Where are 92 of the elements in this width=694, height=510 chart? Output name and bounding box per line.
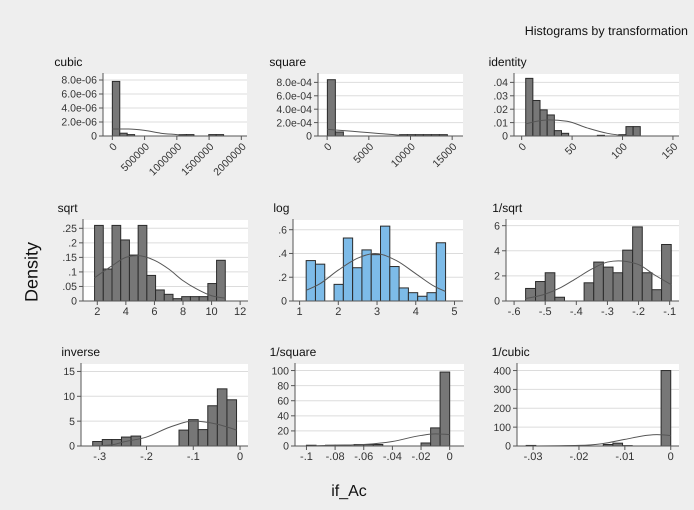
y-tick-label: 40 [277,410,290,423]
x-tick-label: 0 [668,450,674,463]
x-tick-label: 50 [562,140,580,158]
y-tick-label: 6.0e-04 [276,90,312,103]
y-tick-label: .25 [62,223,78,236]
x-tick-label: 2 [335,306,342,318]
x-tick-label: 100 [609,140,630,162]
x-tick-label: -.02 [569,450,588,463]
chart-title: 1/cubic [492,345,530,359]
y-tick-label: 4 [494,246,500,258]
x-tick-label: -.1 [300,450,313,463]
x-tick-label: 0 [107,140,120,154]
y-tick-label: .2 [278,272,288,284]
y-tick-label: 15 [63,366,76,378]
x-tick-label: -.1 [186,450,200,463]
y-tick-label: 100 [271,365,290,378]
x-tick-label: 5 [451,306,458,318]
x-tick-label: -.4 [570,306,583,318]
y-tick-label: 8.0e-06 [61,74,98,87]
y-tick-label: 2.0e-04 [276,117,312,130]
y-tick-label: .01 [493,117,508,130]
y-tick-label: 300 [493,384,512,396]
y-tick-label: 4.0e-06 [61,102,98,115]
x-tick-label: -.02 [412,450,431,463]
x-tick-label: -.01 [615,450,634,463]
y-tick-label: 60 [277,395,290,408]
x-tick-label: 1 [296,306,303,318]
y-tick-label: 2 [494,270,500,283]
x-tick-label: -.2 [632,306,645,318]
y-tick-label: .05 [62,281,78,294]
x-tick-label: 12 [234,306,246,318]
y-tick-label: 5 [69,416,76,428]
chart-title: inverse [61,345,100,359]
y-tick-label: 0 [71,296,78,308]
x-tick-label: 3 [374,306,380,318]
x-tick-label: -.04 [382,450,402,463]
y-tick-label: 6.0e-06 [61,88,98,101]
x-tick-label: -.08 [326,450,345,463]
y-tick-label: .15 [62,252,78,264]
x-tick-label: -.3 [93,450,106,463]
y-tick-label: 0 [283,440,290,453]
y-tick-label: 100 [493,422,512,434]
x-axis-title: if_Ac [331,483,367,501]
x-tick-label: -.03 [524,450,543,463]
y-tick-label: 200 [493,403,512,415]
y-tick-label: 0 [494,296,500,308]
chart-title: square [269,55,306,69]
y-tick-label: .2 [68,238,78,250]
x-tick-label: 10 [205,306,218,318]
y-tick-label: 0 [505,440,512,453]
y-tick-label: .03 [493,90,508,103]
y-tick-label: 2.0e-06 [61,116,98,129]
x-tick-label: 4 [122,306,129,318]
y-tick-label: 0 [281,296,288,308]
y-tick-label: 0 [306,130,312,143]
x-tick-label: 0 [322,140,335,154]
chart-title: 1/square [270,345,316,359]
x-tick-label: -.2 [140,450,153,463]
chart-title: 1/sqrt [492,201,522,215]
y-tick-label: .6 [278,224,288,236]
x-tick-label: -.1 [663,306,676,318]
x-tick-label: 6 [151,306,158,318]
y-tick-label: 80 [277,380,290,392]
chart-title: log [273,201,290,215]
y-tick-label: .02 [493,104,508,116]
x-tick-label: -.3 [601,306,614,318]
x-tick-label: -.06 [354,450,374,463]
y-tick-label: 4.0e-04 [276,104,312,116]
x-tick-label: -.5 [538,306,552,318]
y-tick-label: 0 [502,130,508,143]
y-tick-label: .04 [493,77,508,90]
text: Histograms by transformation [524,24,688,38]
chart-title: cubic [54,55,82,69]
x-tick-label: 0 [516,140,530,154]
x-tick-label: 0 [236,450,244,463]
y-tick-label: .1 [68,266,78,279]
y-tick-label: 0 [91,130,98,143]
chart-title: sqrt [58,201,78,215]
chart-title: identity [488,55,527,69]
y-tick-label: .4 [278,248,288,260]
y-axis-title: Density [22,242,42,302]
y-tick-label: 0 [69,440,76,453]
x-tick-label: -.6 [508,306,521,318]
x-tick-label: 0 [446,450,453,463]
x-tick-label: 4 [412,306,419,318]
y-tick-label: 8.0e-04 [276,77,312,90]
y-tick-label: 400 [493,365,512,378]
y-tick-label: 10 [63,391,76,404]
y-tick-label: 6 [494,220,500,232]
x-tick-label: 8 [180,306,186,318]
x-tick-label: 150 [659,140,680,162]
y-tick-label: 20 [277,426,290,438]
